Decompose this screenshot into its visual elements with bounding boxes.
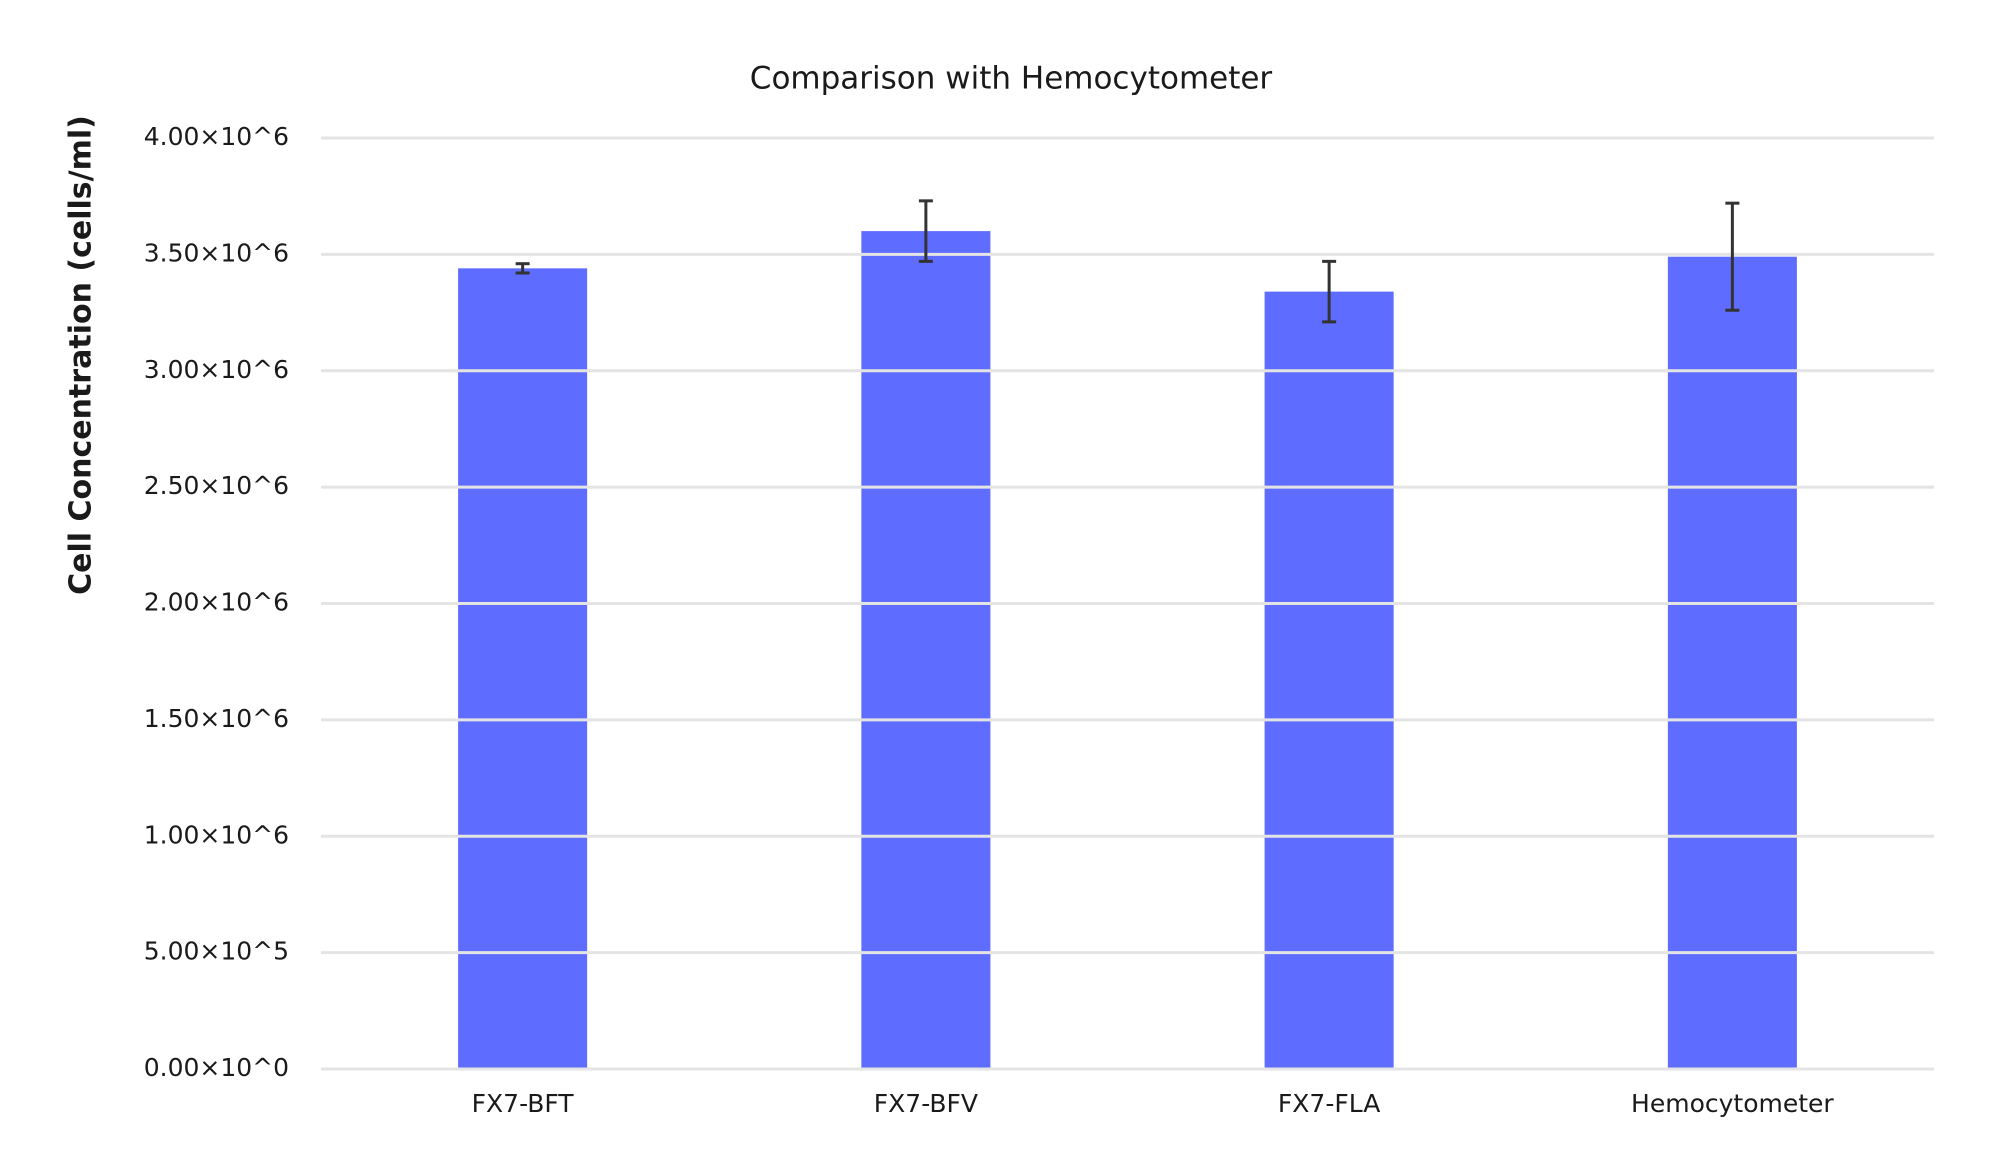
error-bar — [515, 262, 530, 275]
x-tick-label: FX7-BFV — [874, 1089, 978, 1118]
error-bar — [1322, 259, 1337, 324]
y-tick-label: 5.00×10^5 — [144, 937, 289, 966]
y-tick-label: 3.50×10^6 — [144, 238, 289, 267]
x-tick-label: Hemocytometer — [1631, 1089, 1834, 1118]
bar — [458, 268, 588, 1070]
y-tick-label: 2.00×10^6 — [144, 588, 289, 617]
bar — [861, 231, 991, 1070]
bar — [1264, 291, 1394, 1069]
y-tick-label: 4.00×10^6 — [144, 122, 289, 151]
y-tick-label: 3.00×10^6 — [144, 355, 289, 384]
bar — [1667, 256, 1797, 1069]
y-tick-label: 1.50×10^6 — [144, 704, 289, 733]
y-tick-label: 1.00×10^6 — [144, 820, 289, 849]
error-bar — [1725, 201, 1740, 312]
chart-title: Comparison with Hemocytometer — [750, 61, 1273, 97]
error-bar — [918, 199, 933, 263]
y-tick-label: 0.00×10^0 — [144, 1053, 289, 1082]
x-tick-label: FX7-BFT — [472, 1089, 575, 1118]
y-tick-label: 2.50×10^6 — [144, 471, 289, 500]
x-tick-label: FX7-FLA — [1278, 1089, 1380, 1118]
y-axis-label: Cell Concentration (cells/ml) — [64, 115, 99, 595]
